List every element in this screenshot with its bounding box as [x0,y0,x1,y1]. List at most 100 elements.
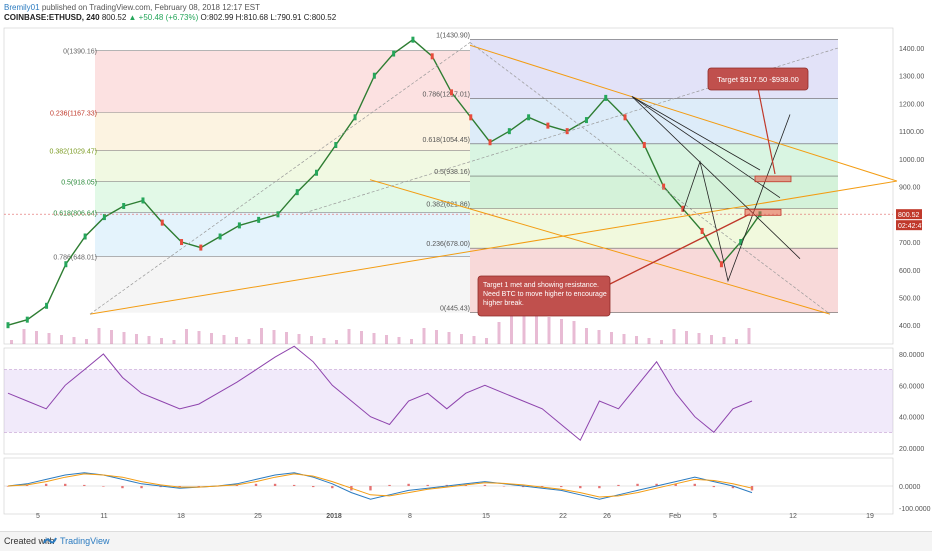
fib-left-label: 0.618(806.64) [53,210,97,217]
macd-histogram-bar [64,484,66,486]
fib-left-label: 0(1390.16) [63,49,97,56]
volume-bar [673,329,676,344]
macd-histogram-bar [45,484,47,486]
tradingview-link[interactable]: TradingView [60,536,110,546]
macd-histogram-bar [388,485,390,486]
author-link[interactable]: Bremily01 [4,3,40,12]
volume-bar [10,340,13,344]
price-candle [585,117,588,123]
price-axis-tick: 900.00 [899,185,921,192]
callout-target1-text: Need BTC to move higher to encourage [483,291,607,298]
macd-histogram-bar [255,484,257,486]
volume-bar [210,333,213,344]
volume-bar [323,338,326,344]
volume-bar [498,322,501,344]
x-axis-tick: 26 [603,513,611,520]
volume-bar [423,328,426,344]
macd-axis-tick: -100.0000 [899,506,931,513]
price-candle [489,139,492,145]
price-candle [431,53,434,59]
price-axis-tick: 1300.00 [899,74,924,81]
price-candle [26,317,29,323]
fib-right-label: 0.5(938.16) [434,169,470,176]
price-candle [546,123,549,129]
volume-bar [135,334,138,344]
volume-bar [98,328,101,344]
x-axis-tick: Feb [669,513,681,520]
callout-target-text: Target $917.50 -$938.00 [717,75,799,84]
x-axis-tick: 2018 [326,513,342,520]
volume-bar [348,329,351,344]
price-axis-tick: 1100.00 [899,129,924,136]
macd-histogram-bar [140,486,142,488]
volume-bar [310,336,313,344]
volume-bar [448,332,451,344]
price-candle [199,245,202,251]
fib-right-label: 0(445.43) [440,306,470,313]
volume-bar [35,331,38,344]
volume-bar [623,334,626,344]
volume-bar [273,330,276,344]
price-candle [469,114,472,120]
fib-right-label: 0.786(1217.01) [423,92,470,99]
chart-area[interactable]: 0(1390.16)0.236(1167.33)0.382(1029.47)0.… [0,24,932,531]
volume-bar [110,330,113,344]
volume-bar [548,317,551,344]
price-candle [161,220,164,226]
volume-bar [523,313,526,344]
macd-histogram-bar [579,486,581,488]
footer: Created with TradingView [0,531,932,551]
fib-right-label: 1(1430.90) [436,32,470,39]
volume-bar [85,339,88,344]
x-axis-tick: 12 [789,513,797,520]
rsi-axis-tick: 40.0000 [899,415,924,422]
volume-bar [685,331,688,344]
x-axis-tick: 11 [100,513,107,520]
last-price: 800.52 [102,13,126,22]
macd-histogram-bar [560,486,562,487]
volume-bar [373,333,376,344]
x-axis-tick: 25 [254,513,262,520]
macd-histogram-bar [121,486,123,488]
price-axis-tick: 1200.00 [899,101,924,108]
volume-bar [723,337,726,344]
price-candle [643,142,646,148]
fib-left-label: 0.382(1029.47) [50,149,97,156]
macd-histogram-bar [694,484,696,486]
price-candle [392,51,395,57]
volume-bar [710,335,713,344]
countdown-label: 02:42:47 [898,223,925,230]
volume-bar [648,338,651,344]
ohlc-values: O:802.99 H:810.68 L:790.91 C:800.52 [201,13,337,22]
macd-histogram-bar [293,485,295,486]
volume-bar [148,336,151,344]
volume-bar [473,336,476,344]
volume-bar [573,321,576,344]
price-candle [720,261,723,267]
price-candle [238,222,241,228]
volume-bar [698,333,701,344]
fib-right-zone [470,99,838,144]
symbol-line: COINBASE:ETHUSD, 240 800.52 ▲ +50.48 (+6… [4,13,336,22]
fib-left-zone [95,212,470,256]
macd-histogram-bar [198,486,200,487]
volume-bar [598,330,601,344]
price-candle [257,217,260,223]
macd-histogram-bar [598,486,600,488]
symbol-label: COINBASE:ETHUSD, 240 [4,13,100,22]
rsi-axis-tick: 60.0000 [899,383,924,390]
volume-bar [585,328,588,344]
price-candle [508,128,511,134]
x-axis-tick: 15 [482,513,490,520]
price-candle [373,73,376,79]
volume-bar [298,334,301,344]
price-candle [64,261,67,267]
price-axis-tick: 400.00 [899,323,921,330]
price-candle [180,239,183,245]
x-axis-tick: 18 [177,513,185,520]
macd-axis-tick: 0.0000 [899,484,921,491]
macd-histogram-bar [617,485,619,486]
volume-bar [123,332,126,344]
x-axis-tick: 22 [559,513,567,520]
price-candle [411,37,414,43]
